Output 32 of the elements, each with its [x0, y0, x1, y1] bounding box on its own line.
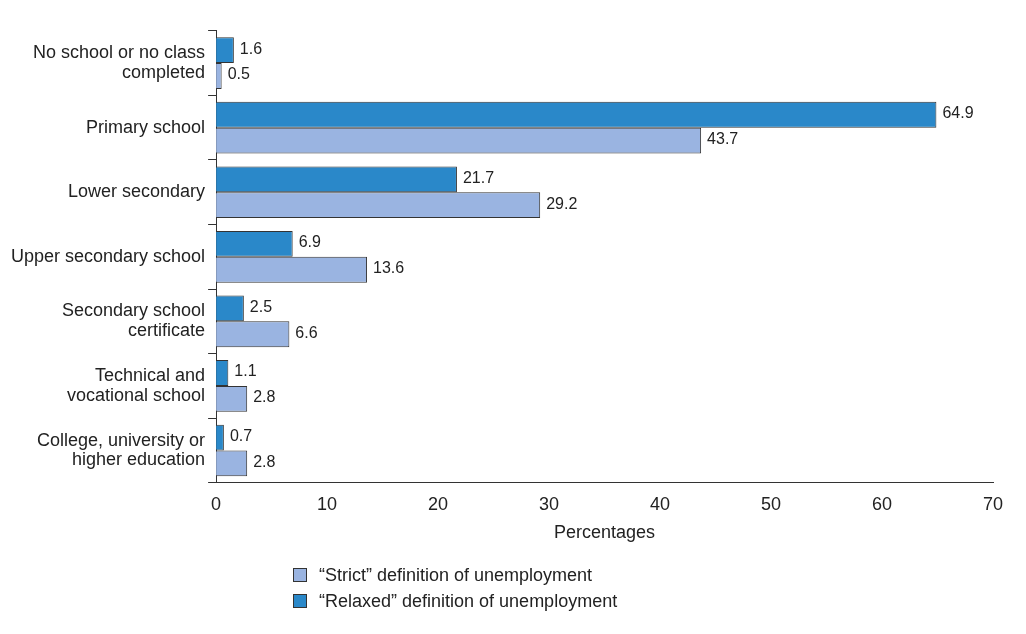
- data-label: 1.6: [239, 39, 263, 57]
- x-tick-label: 70: [982, 493, 1004, 514]
- data-label: 2.8: [253, 388, 276, 406]
- data-label: 1.1: [234, 362, 257, 380]
- x-tick-label: 40: [650, 493, 671, 514]
- data-label: 2.5: [249, 297, 273, 315]
- legend-label: “Strict” definition of unemployment: [319, 564, 593, 586]
- x-tick-label: 50: [761, 493, 782, 514]
- data-label: 0.5: [227, 65, 250, 83]
- x-tick-label: 0: [211, 493, 222, 514]
- y-tick-label: Secondary school certificate: [62, 300, 206, 341]
- x-tick-label: 60: [872, 493, 893, 514]
- data-label: 2.8: [253, 452, 276, 470]
- data-label: 13.6: [373, 259, 405, 277]
- x-tick-label: 30: [539, 493, 560, 514]
- data-label: 6.6: [295, 323, 318, 341]
- y-tick-label: Technical and vocational school: [67, 365, 206, 405]
- data-label: 43.7: [707, 129, 739, 147]
- y-tick-label: Primary school: [86, 116, 206, 137]
- data-label: 6.9: [298, 233, 322, 251]
- y-tick-label: Lower secondary: [68, 181, 206, 202]
- y-tick-label: Upper secondary school: [11, 245, 206, 266]
- data-label: 64.9: [942, 104, 974, 122]
- data-label: 0.7: [229, 427, 253, 445]
- x-tick-label: 20: [428, 493, 449, 514]
- data-label: 29.2: [546, 194, 578, 212]
- data-label: 21.7: [462, 168, 495, 186]
- y-tick-label: No school or no class completed: [33, 42, 206, 82]
- x-axis-title: Percentages: [554, 522, 656, 543]
- x-tick-label: 10: [317, 493, 338, 514]
- legend-label: “Relaxed” definition of unemployment: [319, 590, 618, 612]
- y-tick-label: College, university or higher education: [37, 429, 206, 470]
